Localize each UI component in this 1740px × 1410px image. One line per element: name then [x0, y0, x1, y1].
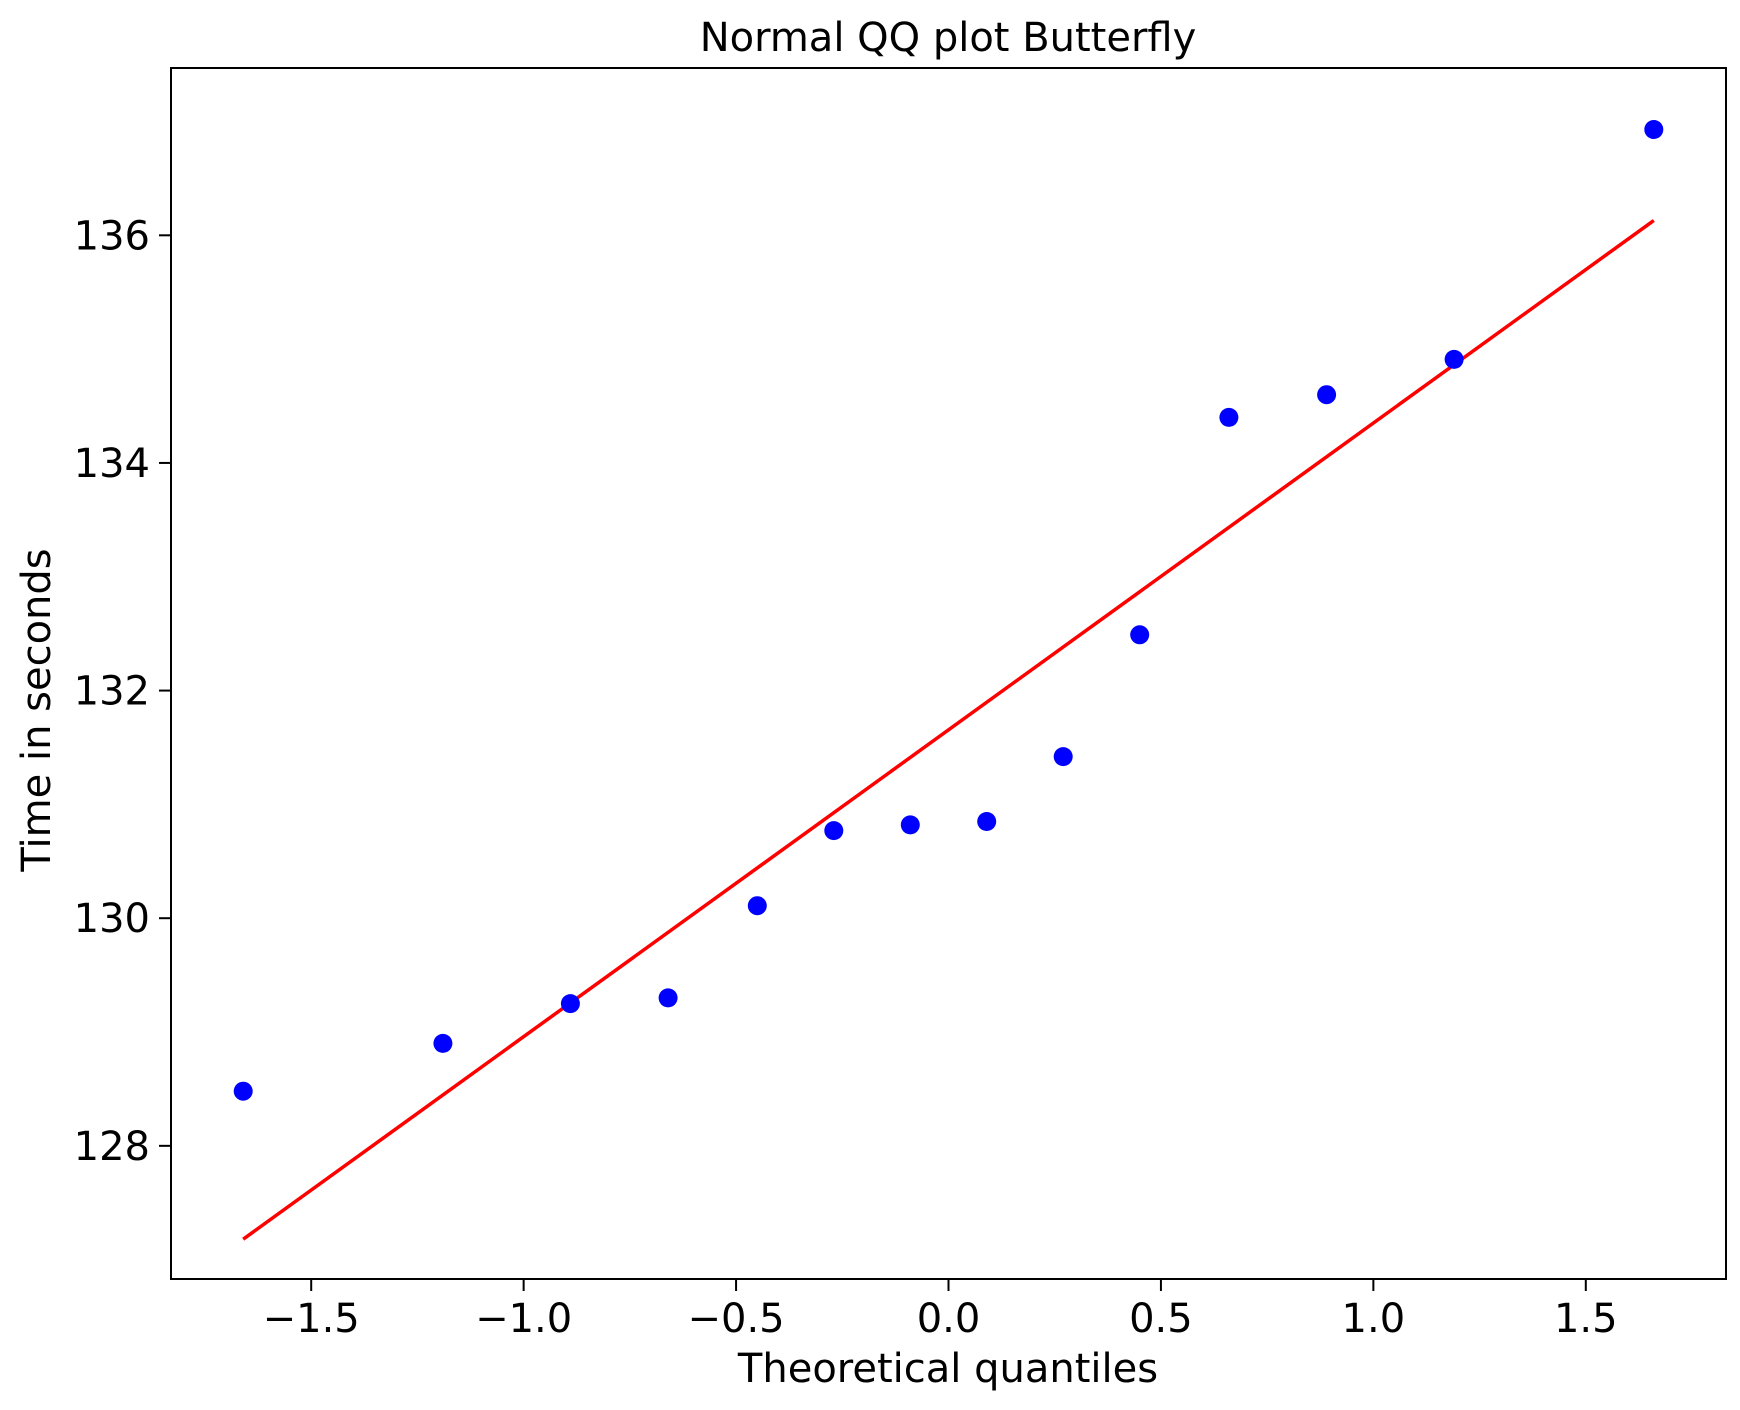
- y-tick-label: 136: [74, 213, 150, 259]
- data-point: [977, 812, 997, 831]
- x-tick-label: −1.0: [475, 1296, 572, 1342]
- y-axis-ticks: 128 130 132 134 136: [74, 213, 171, 1170]
- x-tick-label: 0.0: [917, 1296, 981, 1342]
- y-tick-label: 134: [74, 441, 150, 487]
- x-tick-label: 0.5: [1129, 1296, 1193, 1342]
- data-point: [560, 994, 580, 1014]
- x-tick-label: −0.5: [687, 1296, 784, 1342]
- data-point: [747, 896, 767, 916]
- data-point: [1644, 120, 1664, 139]
- x-tick-label: 1.5: [1554, 1296, 1618, 1342]
- y-tick-label: 128: [74, 1124, 150, 1170]
- reference-line: [242, 219, 1655, 1241]
- x-tick-label: 1.0: [1342, 1296, 1406, 1342]
- data-point: [1317, 385, 1337, 405]
- x-tick-label: −1.5: [263, 1296, 360, 1342]
- y-axis-label: Time in seconds: [14, 548, 60, 872]
- data-point: [433, 1033, 453, 1053]
- plot-area: [170, 67, 1727, 1280]
- data-point: [1053, 747, 1073, 767]
- data-point: [824, 821, 844, 841]
- data-point: [900, 815, 920, 835]
- y-tick-label: 130: [74, 896, 150, 942]
- y-tick-label: 132: [74, 669, 150, 715]
- data-point: [1219, 407, 1239, 427]
- data-point: [1444, 349, 1464, 369]
- chart-title: Normal QQ plot Butterfly: [700, 15, 1197, 61]
- data-point: [1130, 625, 1150, 645]
- data-point: [233, 1081, 253, 1101]
- x-axis-label: Theoretical quantiles: [737, 1346, 1158, 1392]
- x-axis-ticks: −1.5 −1.0 −0.5 0.0 0.5 1.0 1.5: [263, 1279, 1618, 1342]
- axes-frame: [170, 67, 1727, 1280]
- data-point: [658, 988, 678, 1008]
